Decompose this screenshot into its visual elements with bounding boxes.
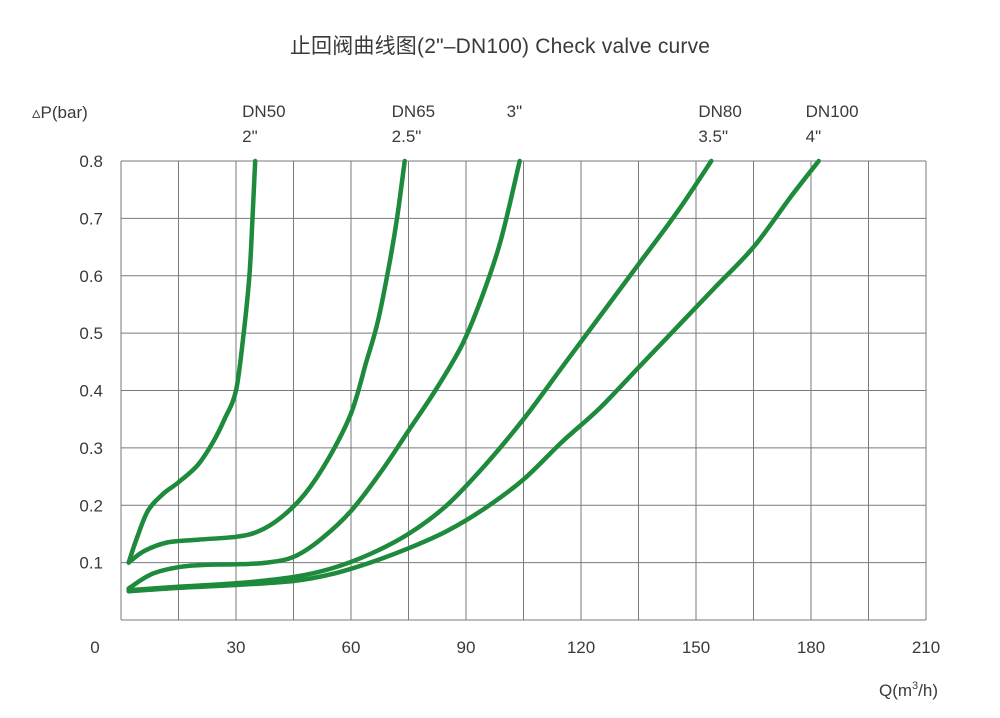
series-label: 2" <box>242 127 258 146</box>
y-tick-label: 0.8 <box>79 152 103 171</box>
y-tick-label: 0.4 <box>79 382 103 401</box>
series-label: 4" <box>806 127 822 146</box>
x-tick-label: 90 <box>457 638 476 657</box>
y-tick-label: 0.7 <box>79 209 103 228</box>
x-tick-label: 180 <box>797 638 825 657</box>
origin-tick-label: 0 <box>90 638 99 657</box>
y-tick-label: 0.1 <box>79 554 103 573</box>
series-label: 2.5" <box>392 127 422 146</box>
x-tick-label: 30 <box>227 638 246 657</box>
series-line <box>126 158 522 591</box>
chart-grid <box>120 160 927 621</box>
y-tick-label: 0.6 <box>79 267 103 286</box>
x-tick-label: 150 <box>682 638 710 657</box>
x-axis-label: Q(m3/h) <box>879 680 938 700</box>
y-tick-label: 0.2 <box>79 496 103 515</box>
chart-title: 止回阀曲线图(2"–DN100) Check valve curve <box>289 35 711 58</box>
series-line <box>126 158 821 594</box>
series-line <box>126 158 258 565</box>
y-tick-label: 0.3 <box>79 439 103 458</box>
series-label: DN50 <box>242 102 285 121</box>
chart-labels: ▵P(bar) 0 Q(m3/h) 0.1 0.2 0.3 0.4 0.5 0.6 0.7 0… <box>32 102 940 700</box>
y-axis-label: ▵P(bar) <box>32 103 88 122</box>
x-axis-label-suffix: /h) <box>918 681 938 700</box>
x-tick-label: 210 <box>912 638 940 657</box>
series-label: DN100 <box>806 102 859 121</box>
series-line <box>126 158 714 593</box>
series-label: DN80 <box>698 102 741 121</box>
x-axis-label-superscript: 3 <box>912 680 918 692</box>
chart-curves <box>126 158 821 594</box>
series-label: DN65 <box>392 102 435 121</box>
x-tick-label: 120 <box>567 638 595 657</box>
y-tick-label: 0.5 <box>79 324 103 343</box>
x-axis-label-prefix: Q(m <box>879 681 912 700</box>
series-label: 3" <box>507 102 522 121</box>
series-line <box>126 158 407 565</box>
x-tick-label: 60 <box>342 638 361 657</box>
series-label: 3.5" <box>698 127 728 146</box>
